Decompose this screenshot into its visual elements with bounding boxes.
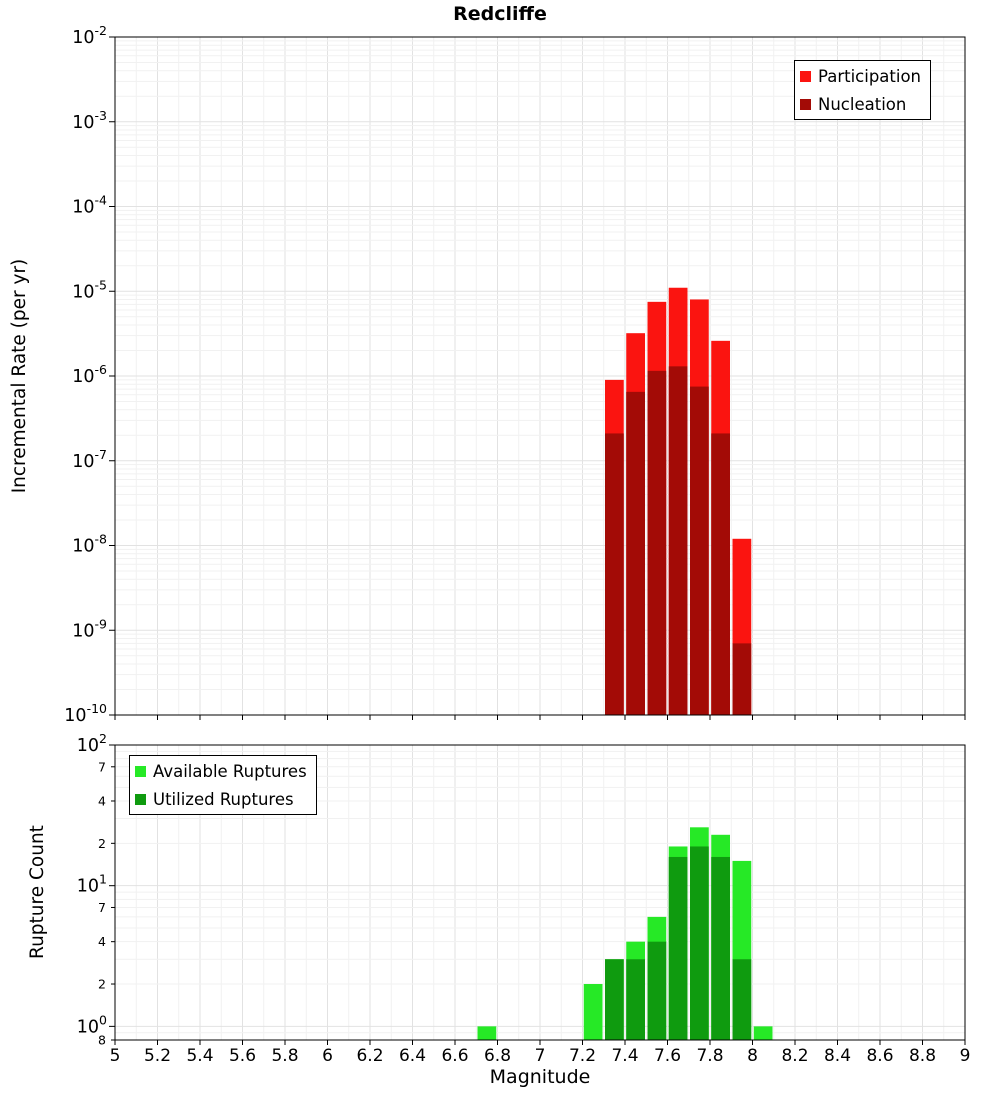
x-tick-label: 5.4 [186, 1046, 213, 1066]
y-minor-tick-label: 7 [98, 900, 106, 915]
utilized-ruptures-bar [605, 959, 624, 1040]
x-tick-label: 6.2 [356, 1046, 383, 1066]
chart-title: Redcliffe [453, 3, 547, 25]
legend-item-participation: Participation [800, 62, 921, 90]
utilized-ruptures-bar [732, 959, 752, 1040]
y-tick-label: 10-9 [72, 616, 107, 641]
y-minor-tick-label: 4 [98, 793, 106, 808]
count-panel: 5 5.2 5.4 5.6 5.8 6 6.2 6.4 6.6 6.8 7 7.2 7.4 7.6 7.8 8… [77, 731, 971, 1066]
y-tick-label: 10-2 [72, 23, 107, 48]
y-minor-tick-label: 7 [98, 759, 106, 774]
y-tick-label: 101 [77, 872, 107, 897]
utilized-ruptures-bar [647, 941, 667, 1040]
nucleation-bar [605, 433, 624, 715]
x-tick-label: 6 [322, 1046, 333, 1066]
x-tick-label: 5.6 [229, 1046, 256, 1066]
nucleation-bar [626, 391, 645, 715]
y-tick-label: 10-8 [72, 532, 107, 557]
legend-label-nucleation: Nucleation [818, 94, 907, 114]
x-tick-label: 5.2 [144, 1046, 171, 1066]
y-minor-tick-label: 8 [98, 1033, 106, 1048]
rate-panel: 10-2 10-3 10-4 10-5 10-6 10-7 10-8 10-9 10-10 [64, 23, 966, 726]
legend-rate: Participation Nucleation [794, 60, 932, 120]
y-tick-label: 10-5 [72, 277, 107, 302]
y-minor-tick-label: 2 [98, 836, 106, 851]
utilized-ruptures-bar [711, 856, 730, 1040]
legend-label-utilized-ruptures: Utilized Ruptures [153, 789, 294, 809]
x-tick-label: 6.4 [399, 1046, 426, 1066]
participation-swatch [800, 70, 811, 82]
y-minor-tick-label: 2 [98, 977, 106, 992]
available-ruptures-bar [477, 1026, 497, 1040]
x-tick-label: 6.8 [484, 1046, 511, 1066]
legend-label-participation: Participation [818, 66, 922, 86]
x-tick-label: 6.6 [441, 1046, 468, 1066]
y-axis-label-rate: Incremental Rate (per yr) [9, 258, 30, 494]
utilized-ruptures-bar [626, 959, 645, 1040]
x-tick-label: 8 [747, 1046, 758, 1066]
available-ruptures-bar [753, 1026, 773, 1040]
x-tick-label: 8.2 [781, 1046, 808, 1066]
x-tick-label: 9 [960, 1046, 971, 1066]
y-tick-label: 10-7 [72, 447, 107, 472]
utilized-ruptures-bar [690, 846, 709, 1040]
available-ruptures-bar [583, 984, 603, 1040]
y-minor-tick-label: 4 [98, 934, 106, 949]
y-tick-label: 10-10 [64, 701, 107, 726]
nucleation-bar [732, 643, 752, 715]
nucleation-bar [647, 370, 667, 715]
x-tick-label: 5 [110, 1046, 121, 1066]
legend-item-nucleation: Nucleation [800, 90, 921, 118]
y-tick-label: 10-4 [72, 193, 107, 218]
y-tick-label: 10-6 [72, 362, 107, 387]
x-axis-label: Magnitude [489, 1066, 591, 1088]
x-tick-label: 7.2 [569, 1046, 596, 1066]
x-tick-label: 8.4 [824, 1046, 851, 1066]
legend-count: Available Ruptures Utilized Ruptures [129, 755, 317, 815]
x-tick-label: 7 [535, 1046, 546, 1066]
x-tick-label: 7.8 [696, 1046, 723, 1066]
nucleation-bar [668, 366, 688, 715]
utilized-ruptures-bar [668, 856, 688, 1040]
x-tick-label: 5.8 [271, 1046, 298, 1066]
nucleation-bar [711, 433, 730, 715]
legend-label-available-ruptures: Available Ruptures [153, 761, 307, 781]
y-tick-label: 100 [77, 1012, 107, 1037]
legend-item-available-ruptures: Available Ruptures [135, 757, 307, 785]
x-tick-label: 7.4 [611, 1046, 638, 1066]
legend-item-utilized-ruptures: Utilized Ruptures [135, 785, 307, 813]
y-axis-label-count: Rupture Count [27, 825, 48, 959]
x-tick-label: 8.8 [909, 1046, 936, 1066]
y-tick-label: 102 [77, 731, 107, 756]
nucleation-bar [690, 386, 709, 715]
y-tick-label: 10-3 [72, 108, 107, 133]
x-tick-label: 7.6 [654, 1046, 681, 1066]
available-ruptures-swatch [135, 765, 146, 777]
x-tick-label: 8.6 [866, 1046, 893, 1066]
nucleation-swatch [800, 98, 811, 110]
utilized-ruptures-swatch [135, 793, 146, 805]
